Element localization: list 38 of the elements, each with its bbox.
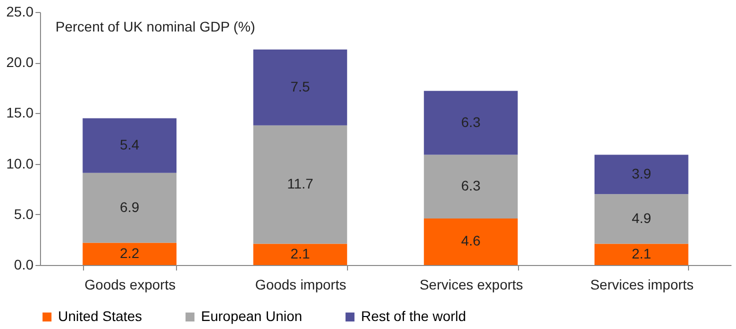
bar [594,244,688,265]
bar [424,90,518,155]
bar [594,154,688,194]
data-label: 4.6 [461,232,481,249]
x-tick-label: Goods exports [84,276,176,292]
data-label: 6.9 [120,198,140,215]
bar [82,242,176,265]
y-tick-label: 20.0 [6,54,34,70]
data-label: 3.9 [632,165,652,182]
y-tick-label: 10.0 [6,155,34,172]
data-label: 4.9 [632,210,652,226]
y-tick-label: 15.0 [6,104,34,121]
x-tick-label: Goods imports [255,276,346,292]
data-label: 6.3 [461,114,481,130]
bar [253,244,348,265]
x-tick-label: Services exports [420,276,524,292]
y-tick-label: 0.0 [14,256,34,272]
data-label: 11.7 [287,176,314,192]
bar [253,125,348,244]
bar [82,172,176,243]
legend-label: Rest of the world [361,308,466,324]
bar [424,218,518,265]
data-label: 6.3 [461,178,481,194]
data-label: 5.4 [120,136,140,153]
y-tick-label: 5.0 [14,206,34,222]
data-label: 2.2 [120,244,140,261]
x-tick-label: Services imports [590,276,694,292]
data-label: 7.5 [290,78,310,94]
bar [253,49,348,126]
bar [424,154,518,218]
legend-label: United States [58,308,142,324]
y-axis-title: Percent of UK nominal GDP (%) [56,18,256,34]
y-tick-label: 25.0 [6,4,34,20]
data-label: 2.1 [632,245,652,262]
data-label: 2.1 [290,245,310,262]
bar [82,118,176,173]
legend-label: European Union [201,308,302,324]
bar [594,194,688,244]
